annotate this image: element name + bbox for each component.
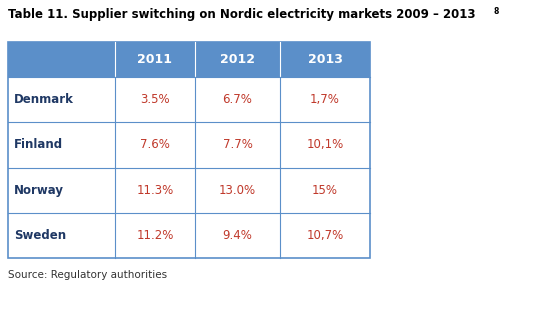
Bar <box>8 213 115 258</box>
Text: Norway: Norway <box>14 184 64 197</box>
Bar <box>280 167 370 213</box>
Bar <box>115 213 195 258</box>
Text: 1,7%: 1,7% <box>310 93 340 106</box>
Text: Denmark: Denmark <box>14 93 74 106</box>
Text: 6.7%: 6.7% <box>223 93 253 106</box>
Text: 2013: 2013 <box>308 53 342 66</box>
Bar <box>280 122 370 167</box>
Text: Source: Regulatory authorities: Source: Regulatory authorities <box>8 270 167 280</box>
Text: 2012: 2012 <box>220 53 255 66</box>
Bar <box>115 167 195 213</box>
Text: 13.0%: 13.0% <box>219 184 256 197</box>
Text: 9.4%: 9.4% <box>223 229 253 242</box>
Bar <box>115 77 195 122</box>
Text: Finland: Finland <box>14 138 63 151</box>
Bar <box>280 77 370 122</box>
Text: 2011: 2011 <box>137 53 172 66</box>
Bar <box>195 213 280 258</box>
Bar <box>115 122 195 167</box>
Text: 3.5%: 3.5% <box>140 93 170 106</box>
Bar <box>8 42 370 258</box>
Bar <box>195 77 280 122</box>
Bar <box>8 42 370 77</box>
Text: 10,1%: 10,1% <box>307 138 343 151</box>
Bar <box>8 77 115 122</box>
Text: 10,7%: 10,7% <box>307 229 343 242</box>
Text: 7.6%: 7.6% <box>140 138 170 151</box>
Bar <box>195 122 280 167</box>
Bar <box>8 167 115 213</box>
Text: 8: 8 <box>494 7 499 16</box>
Text: 11.3%: 11.3% <box>136 184 174 197</box>
Text: Table 11. Supplier switching on Nordic electricity markets 2009 – 2013: Table 11. Supplier switching on Nordic e… <box>8 8 476 21</box>
Bar <box>280 213 370 258</box>
Text: 7.7%: 7.7% <box>223 138 253 151</box>
Text: Sweden: Sweden <box>14 229 66 242</box>
Bar <box>8 122 115 167</box>
Text: 11.2%: 11.2% <box>136 229 174 242</box>
Bar <box>195 167 280 213</box>
Text: 15%: 15% <box>312 184 338 197</box>
